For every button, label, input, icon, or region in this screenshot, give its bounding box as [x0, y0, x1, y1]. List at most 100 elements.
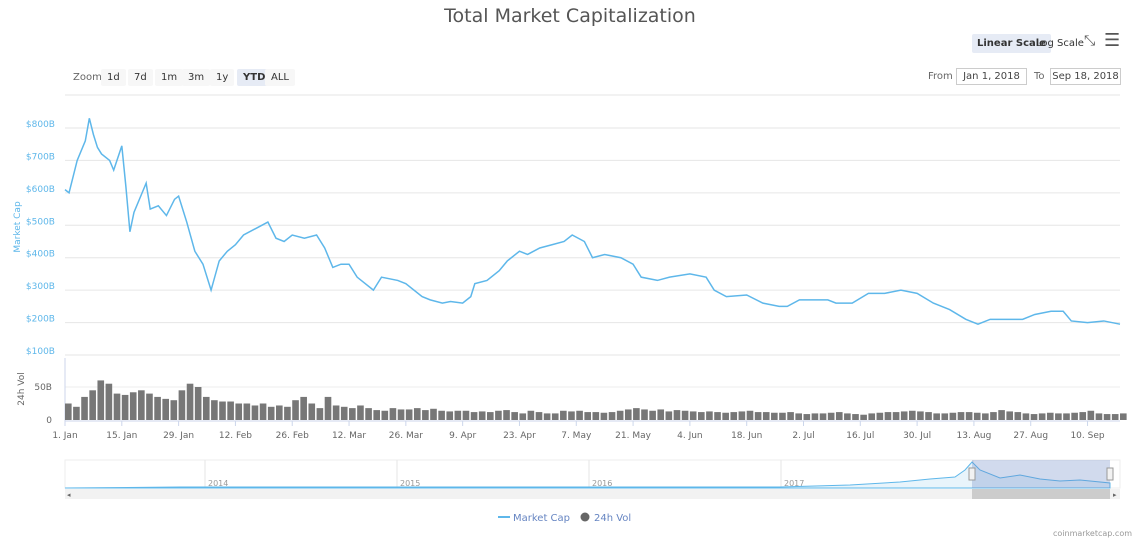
zoom-all-button[interactable]: ALL [265, 69, 295, 86]
volume-bar [511, 412, 518, 420]
volume-bar [373, 410, 380, 420]
legend-24h-vol[interactable]: 24h Vol [594, 513, 631, 524]
volume-bar [332, 405, 340, 420]
zoom-1m-button[interactable]: 1m [155, 69, 184, 86]
volume-bar [251, 405, 259, 420]
volume-bar [202, 396, 210, 420]
scroll-left-arrow[interactable]: ◂ [67, 491, 71, 499]
volume-bar [300, 396, 307, 420]
volume-bar [876, 412, 884, 420]
volume-bar [65, 403, 72, 420]
volume-bar [292, 400, 299, 420]
volume-bar [154, 396, 161, 420]
volume-bar [592, 412, 600, 420]
y-axis-title: Market Cap [13, 201, 23, 253]
y-tick-label: $300B [26, 282, 55, 292]
zoom-3m-button[interactable]: 3m [182, 69, 211, 86]
legend-market-cap[interactable]: Market Cap [513, 513, 570, 524]
x-tick-label: 26. Feb [276, 431, 309, 441]
volume-bar [681, 410, 689, 420]
volume-bar [990, 412, 997, 420]
volume-bar [560, 410, 567, 420]
volume-bar [170, 400, 178, 420]
linear-scale-button[interactable]: Linear Scale [972, 34, 1051, 53]
volume-bar [1071, 412, 1078, 420]
to-date-input[interactable]: Sep 18, 2018 [1050, 68, 1121, 85]
scrollbar-thumb[interactable] [972, 489, 1110, 499]
volume-bar [316, 408, 324, 420]
navigator-handle[interactable] [968, 467, 976, 481]
volume-bar [1006, 411, 1013, 420]
volume-bar [340, 406, 348, 420]
vol-axis-title: 24h Vol [17, 372, 27, 406]
volume-bar [641, 409, 648, 420]
y-tick-label: $600B [26, 185, 55, 195]
volume-bar [868, 413, 876, 420]
from-date-input[interactable]: Jan 1, 2018 [956, 68, 1027, 85]
volume-bar [97, 380, 105, 420]
log-scale-button[interactable]: Log Scale [1036, 38, 1084, 49]
volume-bar [284, 406, 291, 420]
zoom-1y-button[interactable]: 1y [210, 69, 235, 86]
volume-bar [892, 412, 900, 420]
volume-bar [706, 411, 713, 420]
volume-bar [430, 408, 437, 420]
volume-bar [487, 412, 494, 420]
menu-icon[interactable]: ☰ [1104, 30, 1121, 51]
x-tick-label: 27. Aug [1013, 431, 1048, 441]
x-tick-label: 21. May [615, 431, 651, 441]
volume-bar [446, 411, 454, 420]
volume-bar [624, 409, 632, 420]
y-tick-label: $400B [26, 250, 55, 260]
x-tick-label: 10. Sep [1070, 431, 1104, 441]
volume-bar [738, 411, 746, 420]
zoom-7d-button[interactable]: 7d [128, 69, 153, 86]
volume-bar [227, 401, 234, 420]
volume-bar [308, 403, 316, 420]
y-tick-label: $100B [26, 347, 55, 357]
volume-bar [600, 412, 608, 420]
volume-bar [1038, 413, 1046, 420]
volume-bar [413, 408, 421, 420]
zoom-ytd-button[interactable]: YTD [237, 69, 272, 86]
volume-bar [389, 408, 397, 420]
volume-bar [194, 387, 202, 420]
volume-bar [965, 412, 973, 420]
volume-bar [771, 412, 778, 420]
x-tick-label: 29. Jan [163, 431, 194, 441]
volume-bar [219, 401, 226, 420]
volume-bar [454, 410, 462, 420]
volume-bar [795, 413, 802, 420]
volume-bar [1055, 413, 1062, 420]
volume-bar [1079, 412, 1087, 420]
volume-bar [478, 411, 486, 420]
volume-bar [186, 383, 194, 420]
volume-bar [1103, 414, 1111, 420]
volume-bar [235, 403, 243, 420]
volume-bar [365, 408, 372, 420]
volume-bar [649, 410, 656, 420]
scrollbar-track[interactable] [65, 489, 1120, 499]
x-tick-label: 2. Jul [792, 431, 814, 441]
x-tick-label: 30. Jul [903, 431, 931, 441]
scroll-right-arrow[interactable]: ▸ [1113, 491, 1117, 499]
navigator-handle[interactable] [1106, 467, 1114, 481]
volume-bar [1046, 412, 1054, 420]
volume-bar [1120, 413, 1127, 420]
volume-bar [470, 412, 478, 420]
volume-bar [689, 411, 697, 420]
volume-bar [178, 390, 186, 420]
fullscreen-icon[interactable]: ⤡ [1084, 33, 1096, 49]
volume-bar [762, 412, 770, 420]
volume-bar [568, 411, 575, 420]
x-tick-label: 26. Mar [389, 431, 423, 441]
x-tick-label: 18. Jun [731, 431, 762, 441]
volume-bar [519, 413, 527, 420]
navigator-selection[interactable] [972, 460, 1110, 488]
zoom-1d-button[interactable]: 1d [101, 69, 126, 86]
volume-bar [495, 410, 502, 420]
volume-bar [787, 412, 794, 420]
volume-bar [162, 398, 169, 420]
volume-bar [1014, 412, 1022, 420]
x-tick-label: 12. Feb [219, 431, 252, 441]
